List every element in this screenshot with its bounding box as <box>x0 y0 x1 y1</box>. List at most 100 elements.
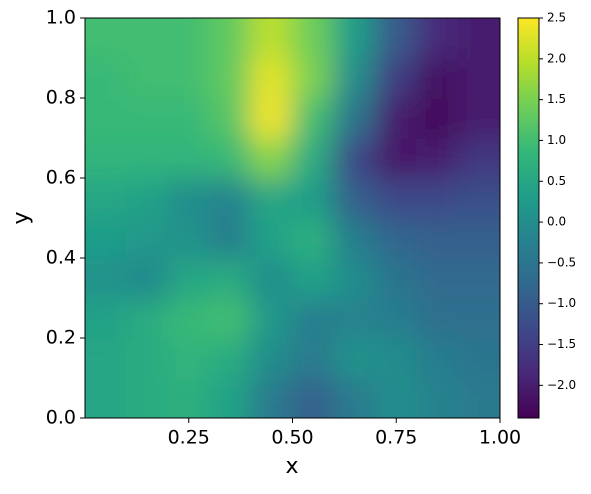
field-cell <box>85 137 128 179</box>
field-cell <box>333 297 377 339</box>
field-cell <box>416 377 460 418</box>
colorbar-tick-label: −0.5 <box>547 255 576 269</box>
field-cell <box>457 18 500 59</box>
field-cell <box>457 97 500 139</box>
field-cell <box>291 18 335 59</box>
field-cell <box>125 57 169 99</box>
field-cell <box>374 257 418 299</box>
field-cell <box>85 18 128 59</box>
field-cell <box>85 97 128 139</box>
field-cell <box>208 377 252 418</box>
field-cell <box>416 297 460 339</box>
field-cell <box>457 257 500 299</box>
field-cell <box>85 57 128 99</box>
field-cell <box>457 217 500 259</box>
field-cell <box>167 97 211 139</box>
field-cell <box>416 97 460 139</box>
field-cell <box>333 97 377 139</box>
field-cell <box>125 257 169 299</box>
field-cell <box>374 337 418 379</box>
field-cell <box>167 18 211 59</box>
field-cell <box>125 18 169 59</box>
field-cell <box>85 217 128 259</box>
colorbar-tick-label: −1.5 <box>547 337 576 351</box>
field-cell <box>85 337 128 379</box>
field-cell <box>250 337 294 379</box>
field-cell <box>457 137 500 179</box>
field-cell <box>374 177 418 219</box>
field-cell <box>85 297 128 339</box>
colorbar <box>517 17 540 419</box>
field-cell <box>416 217 460 259</box>
field-cell <box>250 297 294 339</box>
field-cell <box>457 57 500 99</box>
y-tick-label: 1.0 <box>46 7 76 29</box>
colorbar-tick-label: −1.0 <box>547 296 576 310</box>
colorbar-tick-label: 2.5 <box>547 11 566 25</box>
field-cell <box>416 137 460 179</box>
field-cell <box>85 177 128 219</box>
field-cell <box>167 137 211 179</box>
x-tick-label: 0.50 <box>271 427 313 449</box>
field-cell <box>333 217 377 259</box>
field-cell <box>125 177 169 219</box>
field-cell <box>167 377 211 418</box>
field-cell <box>125 297 169 339</box>
field-cell <box>374 57 418 99</box>
field-cell <box>457 337 500 379</box>
field-cell <box>416 177 460 219</box>
y-tick-label: 0.2 <box>46 327 76 349</box>
x-tick-label: 1.00 <box>479 427 521 449</box>
field-cell <box>167 297 211 339</box>
field-cell <box>374 137 418 179</box>
field-cell <box>85 377 128 418</box>
field-cell <box>291 97 335 139</box>
y-axis-label: y <box>9 211 34 224</box>
y-tick-label: 0.0 <box>46 407 76 429</box>
field-cell <box>167 217 211 259</box>
field-cell <box>167 57 211 99</box>
field-cell <box>208 97 252 139</box>
field-cell <box>208 137 252 179</box>
field-cell <box>291 177 335 219</box>
field-cell <box>416 257 460 299</box>
field-cell <box>333 57 377 99</box>
field-cell <box>291 57 335 99</box>
field-cell <box>208 177 252 219</box>
field-cell <box>125 97 169 139</box>
field-cell <box>208 257 252 299</box>
field-cell <box>333 177 377 219</box>
field-cell <box>250 377 294 418</box>
colorbar-tick-label: 0.5 <box>547 174 566 188</box>
field-cell <box>167 257 211 299</box>
field-cell <box>374 18 418 59</box>
field-cell <box>333 337 377 379</box>
field-cell <box>416 18 460 59</box>
field-cell <box>291 377 335 418</box>
field-cell <box>125 137 169 179</box>
y-tick-label: 0.6 <box>46 167 76 189</box>
field-cell <box>125 377 169 418</box>
field-cell <box>333 257 377 299</box>
colorbar-tick-label: 2.0 <box>547 51 566 65</box>
field-cell <box>333 377 377 418</box>
field-cell <box>208 297 252 339</box>
field-cell <box>250 257 294 299</box>
field-cell <box>374 217 418 259</box>
field-cell <box>333 18 377 59</box>
field-cell <box>167 337 211 379</box>
field-cell <box>250 18 294 59</box>
field-cell <box>250 137 294 179</box>
field-cell <box>208 337 252 379</box>
field-cell <box>457 177 500 219</box>
field-cell <box>125 217 169 259</box>
field-cell <box>416 57 460 99</box>
field-cell <box>208 57 252 99</box>
field-cell <box>85 257 128 299</box>
colorbar-tick-label: 1.0 <box>547 133 566 147</box>
field-cell <box>374 297 418 339</box>
field-cell <box>374 377 418 418</box>
colorbar-tick-label: 1.5 <box>547 92 566 106</box>
field-cell <box>250 217 294 259</box>
